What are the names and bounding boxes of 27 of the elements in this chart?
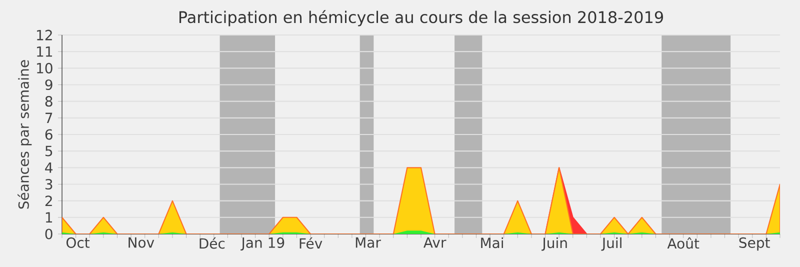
y-tick-label: 10 [37, 62, 52, 74]
x-tick-label: Juin [542, 237, 567, 251]
x-tick-label: Jan 19 [240, 237, 284, 251]
y-tick-label: 3 [45, 178, 52, 190]
y-tick-label: 1 [46, 212, 52, 223]
y-tick-label: 0 [45, 228, 52, 240]
x-tick-label: Déc [200, 237, 225, 249]
y-tick-label: 6 [45, 129, 52, 140]
x-tick-label: Sept [739, 237, 770, 251]
y-tick-label: 8 [45, 96, 52, 107]
x-tick-label: Août [667, 237, 700, 249]
y-tick-label: 7 [46, 112, 52, 124]
y-tick-label: 9 [45, 79, 52, 90]
x-tick-label: Fév [300, 237, 322, 249]
chart-title: Participation en hémicycle au cours de la session 2018-2019 [179, 10, 663, 26]
y-tick-label: 11 [37, 46, 52, 57]
y-tick-label: 5 [45, 146, 52, 156]
x-tick-label: Avr [424, 237, 446, 248]
x-tick-label: Mai [481, 237, 503, 248]
y-tick-label: 12 [37, 30, 52, 40]
x-tick-label: Oct [66, 237, 90, 248]
x-tick-label: Juil [601, 237, 622, 251]
x-tick-label: Mar [356, 237, 381, 248]
x-tick-label: Nov [128, 237, 154, 248]
y-axis-title: Séances par semaine [18, 60, 32, 209]
y-tick-label: 2 [45, 196, 52, 206]
y-tick-label: 4 [45, 162, 53, 173]
